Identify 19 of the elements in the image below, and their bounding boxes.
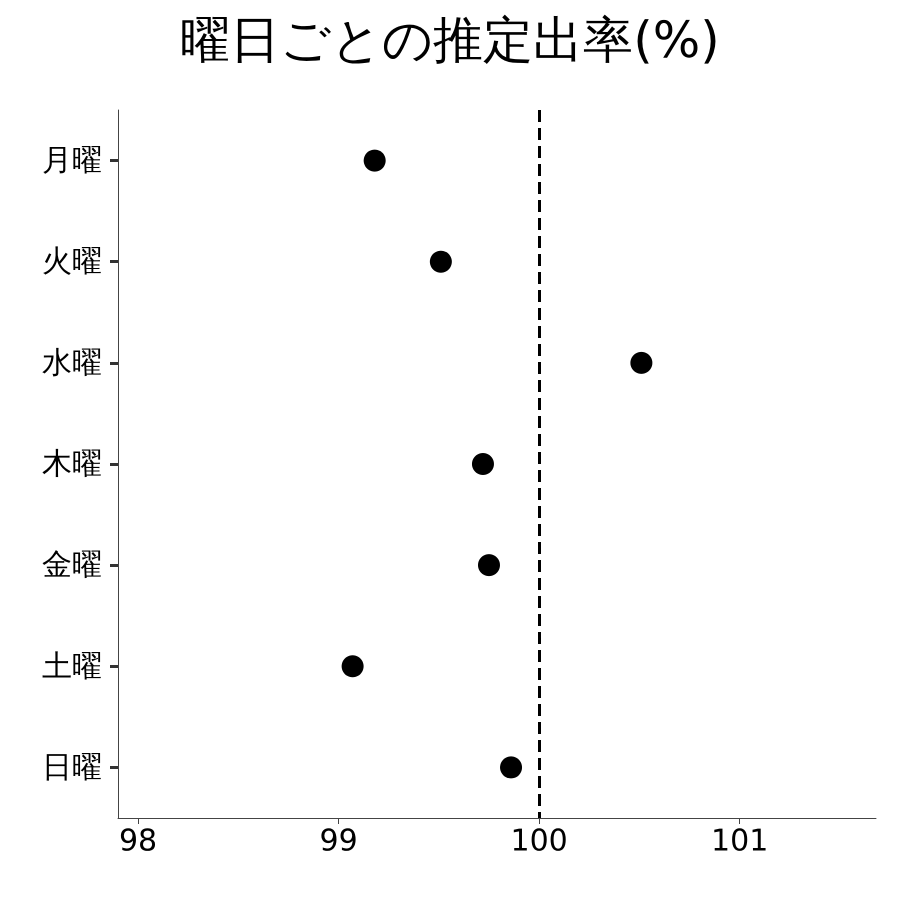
y-tick-label: 日曜 — [42, 750, 102, 785]
x-tick-label: 100 — [510, 824, 568, 858]
point — [630, 352, 652, 374]
point — [472, 453, 494, 475]
chart-title: 曜日ごとの推定出率(%) — [180, 11, 720, 69]
y-tick-label: 土曜 — [42, 648, 102, 684]
point — [342, 655, 364, 678]
x-tick-label: 101 — [711, 824, 768, 858]
y-tick-label: 木曜 — [42, 446, 102, 482]
point — [364, 150, 386, 172]
y-tick-label: 金曜 — [42, 548, 102, 583]
x-tick-label: 99 — [319, 824, 358, 858]
point — [500, 756, 522, 778]
point — [430, 250, 452, 273]
y-tick-label: 火曜 — [42, 244, 102, 280]
y-tick-label: 月曜 — [42, 143, 102, 178]
x-tick-label: 98 — [118, 824, 158, 858]
y-tick-label: 水曜 — [42, 345, 102, 380]
point — [478, 554, 500, 576]
